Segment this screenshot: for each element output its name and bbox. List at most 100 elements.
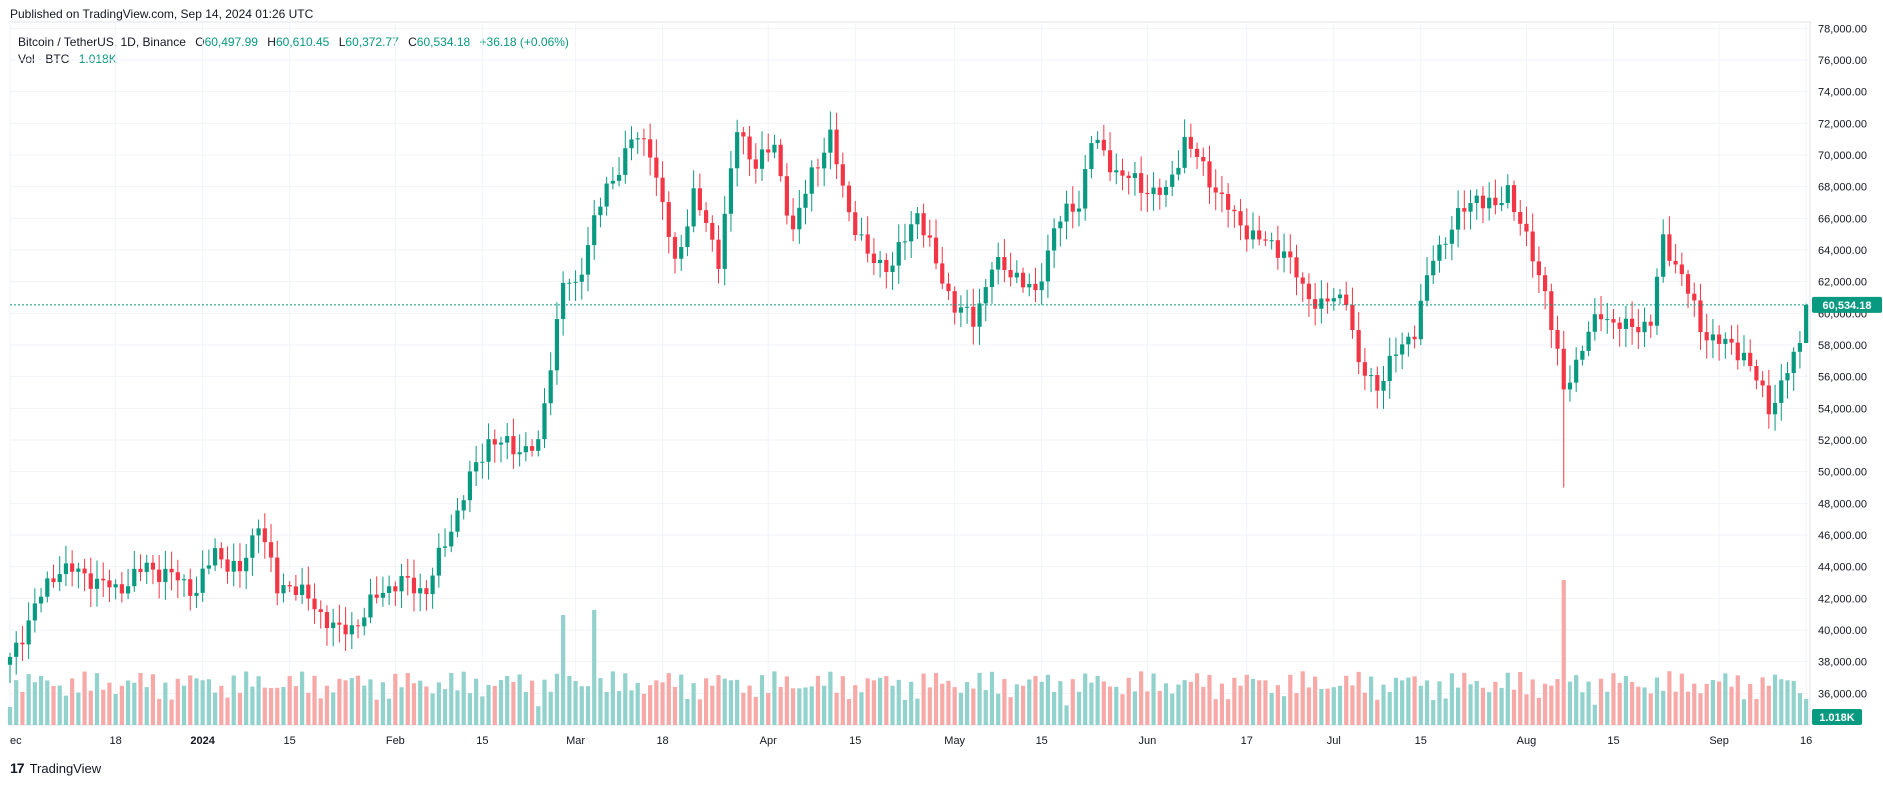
tradingview-logo-icon: 17 bbox=[10, 760, 25, 776]
volume-bar bbox=[1058, 681, 1063, 725]
candle-body bbox=[846, 185, 852, 213]
volume-bar bbox=[355, 675, 361, 725]
volume-bar bbox=[306, 692, 311, 725]
low-label: L bbox=[338, 35, 346, 49]
price-tick-label: 76,000.00 bbox=[1818, 55, 1867, 67]
volume-bar bbox=[635, 682, 640, 725]
volume-bar bbox=[616, 691, 622, 725]
candle-body bbox=[411, 577, 417, 594]
candle-body bbox=[1288, 251, 1293, 258]
volume-bar bbox=[1163, 683, 1169, 725]
time-tick-label: Aug bbox=[1517, 735, 1537, 747]
volume-bar bbox=[1139, 671, 1144, 725]
candle-body bbox=[1269, 240, 1274, 242]
candle-body bbox=[206, 565, 211, 569]
volume-label[interactable]: Vol · BTC bbox=[18, 52, 70, 66]
volume-bar bbox=[1170, 693, 1175, 725]
candle-body bbox=[107, 580, 112, 588]
volume-bar bbox=[598, 678, 603, 725]
candle-body bbox=[169, 568, 174, 573]
time-tick-label: 15 bbox=[1607, 735, 1619, 747]
volume-bar bbox=[237, 692, 243, 725]
time-axis[interactable]: ec 18 2024 15 Feb 15 Mar 18 Apr 15 May 15 Jun 17 Jul 15… bbox=[10, 735, 1812, 747]
volume-bar bbox=[1387, 692, 1392, 725]
volume-bar bbox=[331, 692, 336, 725]
price-tick-label: 36,000.00 bbox=[1818, 688, 1867, 700]
volume-bar bbox=[1735, 675, 1740, 725]
volume-bar bbox=[1574, 675, 1579, 725]
volume-bar bbox=[529, 680, 535, 725]
candle-body bbox=[909, 224, 914, 242]
candle-body bbox=[623, 148, 628, 175]
candle-body bbox=[113, 584, 118, 588]
volume-bar bbox=[884, 676, 889, 725]
volume-bar bbox=[293, 686, 298, 725]
volume-bar bbox=[940, 683, 945, 725]
candle-body bbox=[157, 569, 162, 582]
candle-body bbox=[902, 241, 908, 243]
candle-body bbox=[1698, 300, 1703, 333]
time-tick-label: 18 bbox=[656, 735, 668, 747]
volume-bar bbox=[753, 696, 758, 725]
candle-body bbox=[20, 642, 25, 645]
candle-body bbox=[616, 174, 622, 181]
candle-body bbox=[592, 215, 597, 246]
volume-bar bbox=[256, 676, 261, 725]
volume-bar bbox=[1114, 686, 1119, 725]
volume-bar bbox=[418, 680, 423, 725]
candle-body bbox=[449, 531, 454, 547]
volume-bar bbox=[996, 693, 1001, 725]
candle-body bbox=[790, 215, 796, 230]
volume-bar bbox=[846, 699, 852, 725]
volume-bar bbox=[1275, 685, 1280, 725]
candle-body bbox=[1779, 380, 1784, 403]
price-axis[interactable]: 36,000.00 38,000.00 40,000.00 42,000.00 44,0… bbox=[1818, 23, 1867, 700]
candle-body bbox=[461, 500, 466, 511]
volume-bar bbox=[728, 680, 734, 725]
volume-bar bbox=[244, 671, 249, 725]
volume-bar bbox=[915, 698, 920, 725]
volume-bar bbox=[119, 685, 124, 725]
candle-body bbox=[57, 574, 62, 583]
candle-body bbox=[977, 303, 982, 327]
candle-body bbox=[1194, 148, 1200, 158]
volume-bar bbox=[94, 673, 100, 725]
candle-body bbox=[772, 144, 777, 153]
price-tick-label: 68,000.00 bbox=[1818, 182, 1867, 194]
volume-bar bbox=[219, 685, 224, 725]
volume-bar bbox=[809, 686, 814, 725]
candle-body bbox=[1244, 225, 1249, 240]
candle-body bbox=[697, 188, 702, 211]
candle-body bbox=[150, 562, 156, 570]
volume-bar bbox=[368, 679, 373, 725]
candle-body bbox=[125, 586, 131, 594]
candle-body bbox=[1480, 195, 1486, 209]
volume-bar bbox=[1089, 682, 1094, 725]
volume-bar bbox=[1176, 684, 1181, 725]
volume-bar bbox=[1518, 671, 1523, 725]
volume-bar bbox=[989, 671, 995, 725]
candle-body bbox=[1598, 314, 1604, 320]
volume-bar bbox=[1331, 687, 1336, 725]
candle-body bbox=[958, 307, 963, 313]
candle-body bbox=[859, 234, 864, 236]
symbol-name[interactable]: Bitcoin / TetherUS, 1D, Binance bbox=[18, 35, 186, 49]
candle-body bbox=[324, 612, 330, 629]
volume-bar bbox=[629, 690, 634, 725]
candle-body bbox=[1226, 193, 1231, 210]
candle-body bbox=[853, 212, 858, 236]
candle-body bbox=[144, 562, 149, 573]
volume-bar bbox=[1226, 699, 1231, 725]
candle-body bbox=[275, 557, 280, 594]
candle-body bbox=[1406, 336, 1411, 345]
candle-body bbox=[554, 319, 560, 371]
time-tick-label: Apr bbox=[760, 735, 777, 747]
time-tick-label: ec bbox=[10, 735, 22, 747]
tradingview-footer[interactable]: 17 TradingView bbox=[10, 760, 101, 776]
volume-bar bbox=[1710, 680, 1716, 725]
candle-body bbox=[474, 462, 479, 472]
candle-body bbox=[368, 594, 373, 618]
candle-body bbox=[828, 129, 833, 153]
time-tick-label: Mar bbox=[566, 735, 585, 747]
